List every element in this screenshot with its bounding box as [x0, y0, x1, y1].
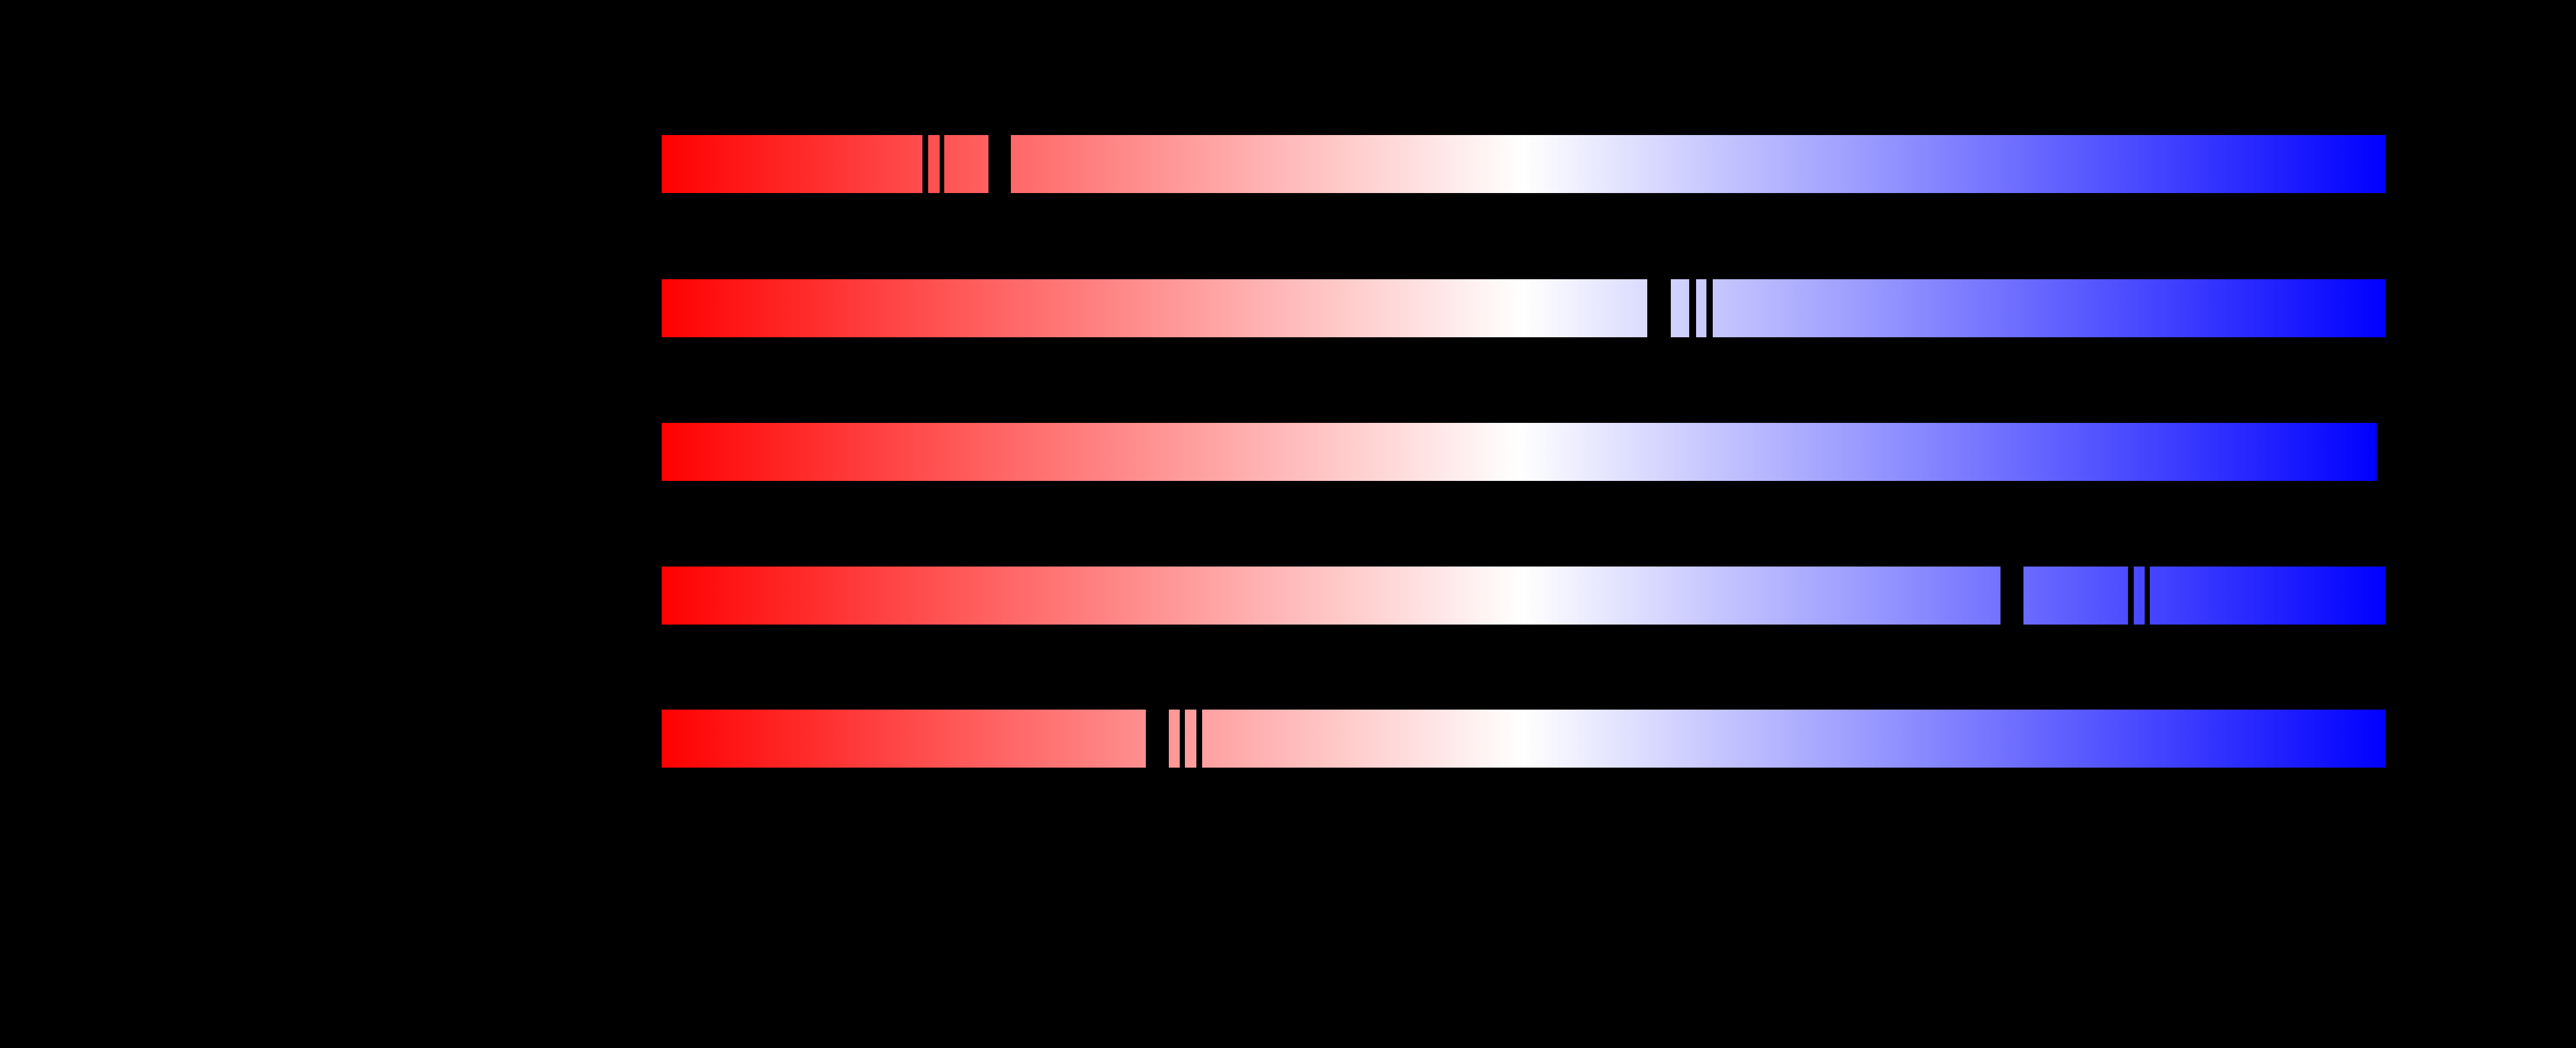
- marker-tick: [2000, 567, 2023, 625]
- marker-tick: [1196, 710, 1202, 768]
- marker-tick: [2128, 567, 2134, 625]
- marker-tick: [988, 135, 1011, 193]
- marker-tick: [1706, 279, 1713, 337]
- marker-tick: [1647, 279, 1671, 337]
- marker-tick: [940, 135, 944, 193]
- gradient-bar-row-2: [662, 279, 2385, 337]
- marker-tick: [1180, 710, 1185, 768]
- marker-tick: [2145, 567, 2150, 625]
- marker-tick: [922, 135, 928, 193]
- marker-tick: [1689, 279, 1696, 337]
- gradient-bar-row-3: [662, 423, 2377, 481]
- marker-tick: [1146, 710, 1169, 768]
- gradient-bar-row-4: [662, 567, 2385, 625]
- gradient-bar-row-5: [662, 710, 2385, 768]
- gradient-bar-row-1: [662, 135, 2385, 193]
